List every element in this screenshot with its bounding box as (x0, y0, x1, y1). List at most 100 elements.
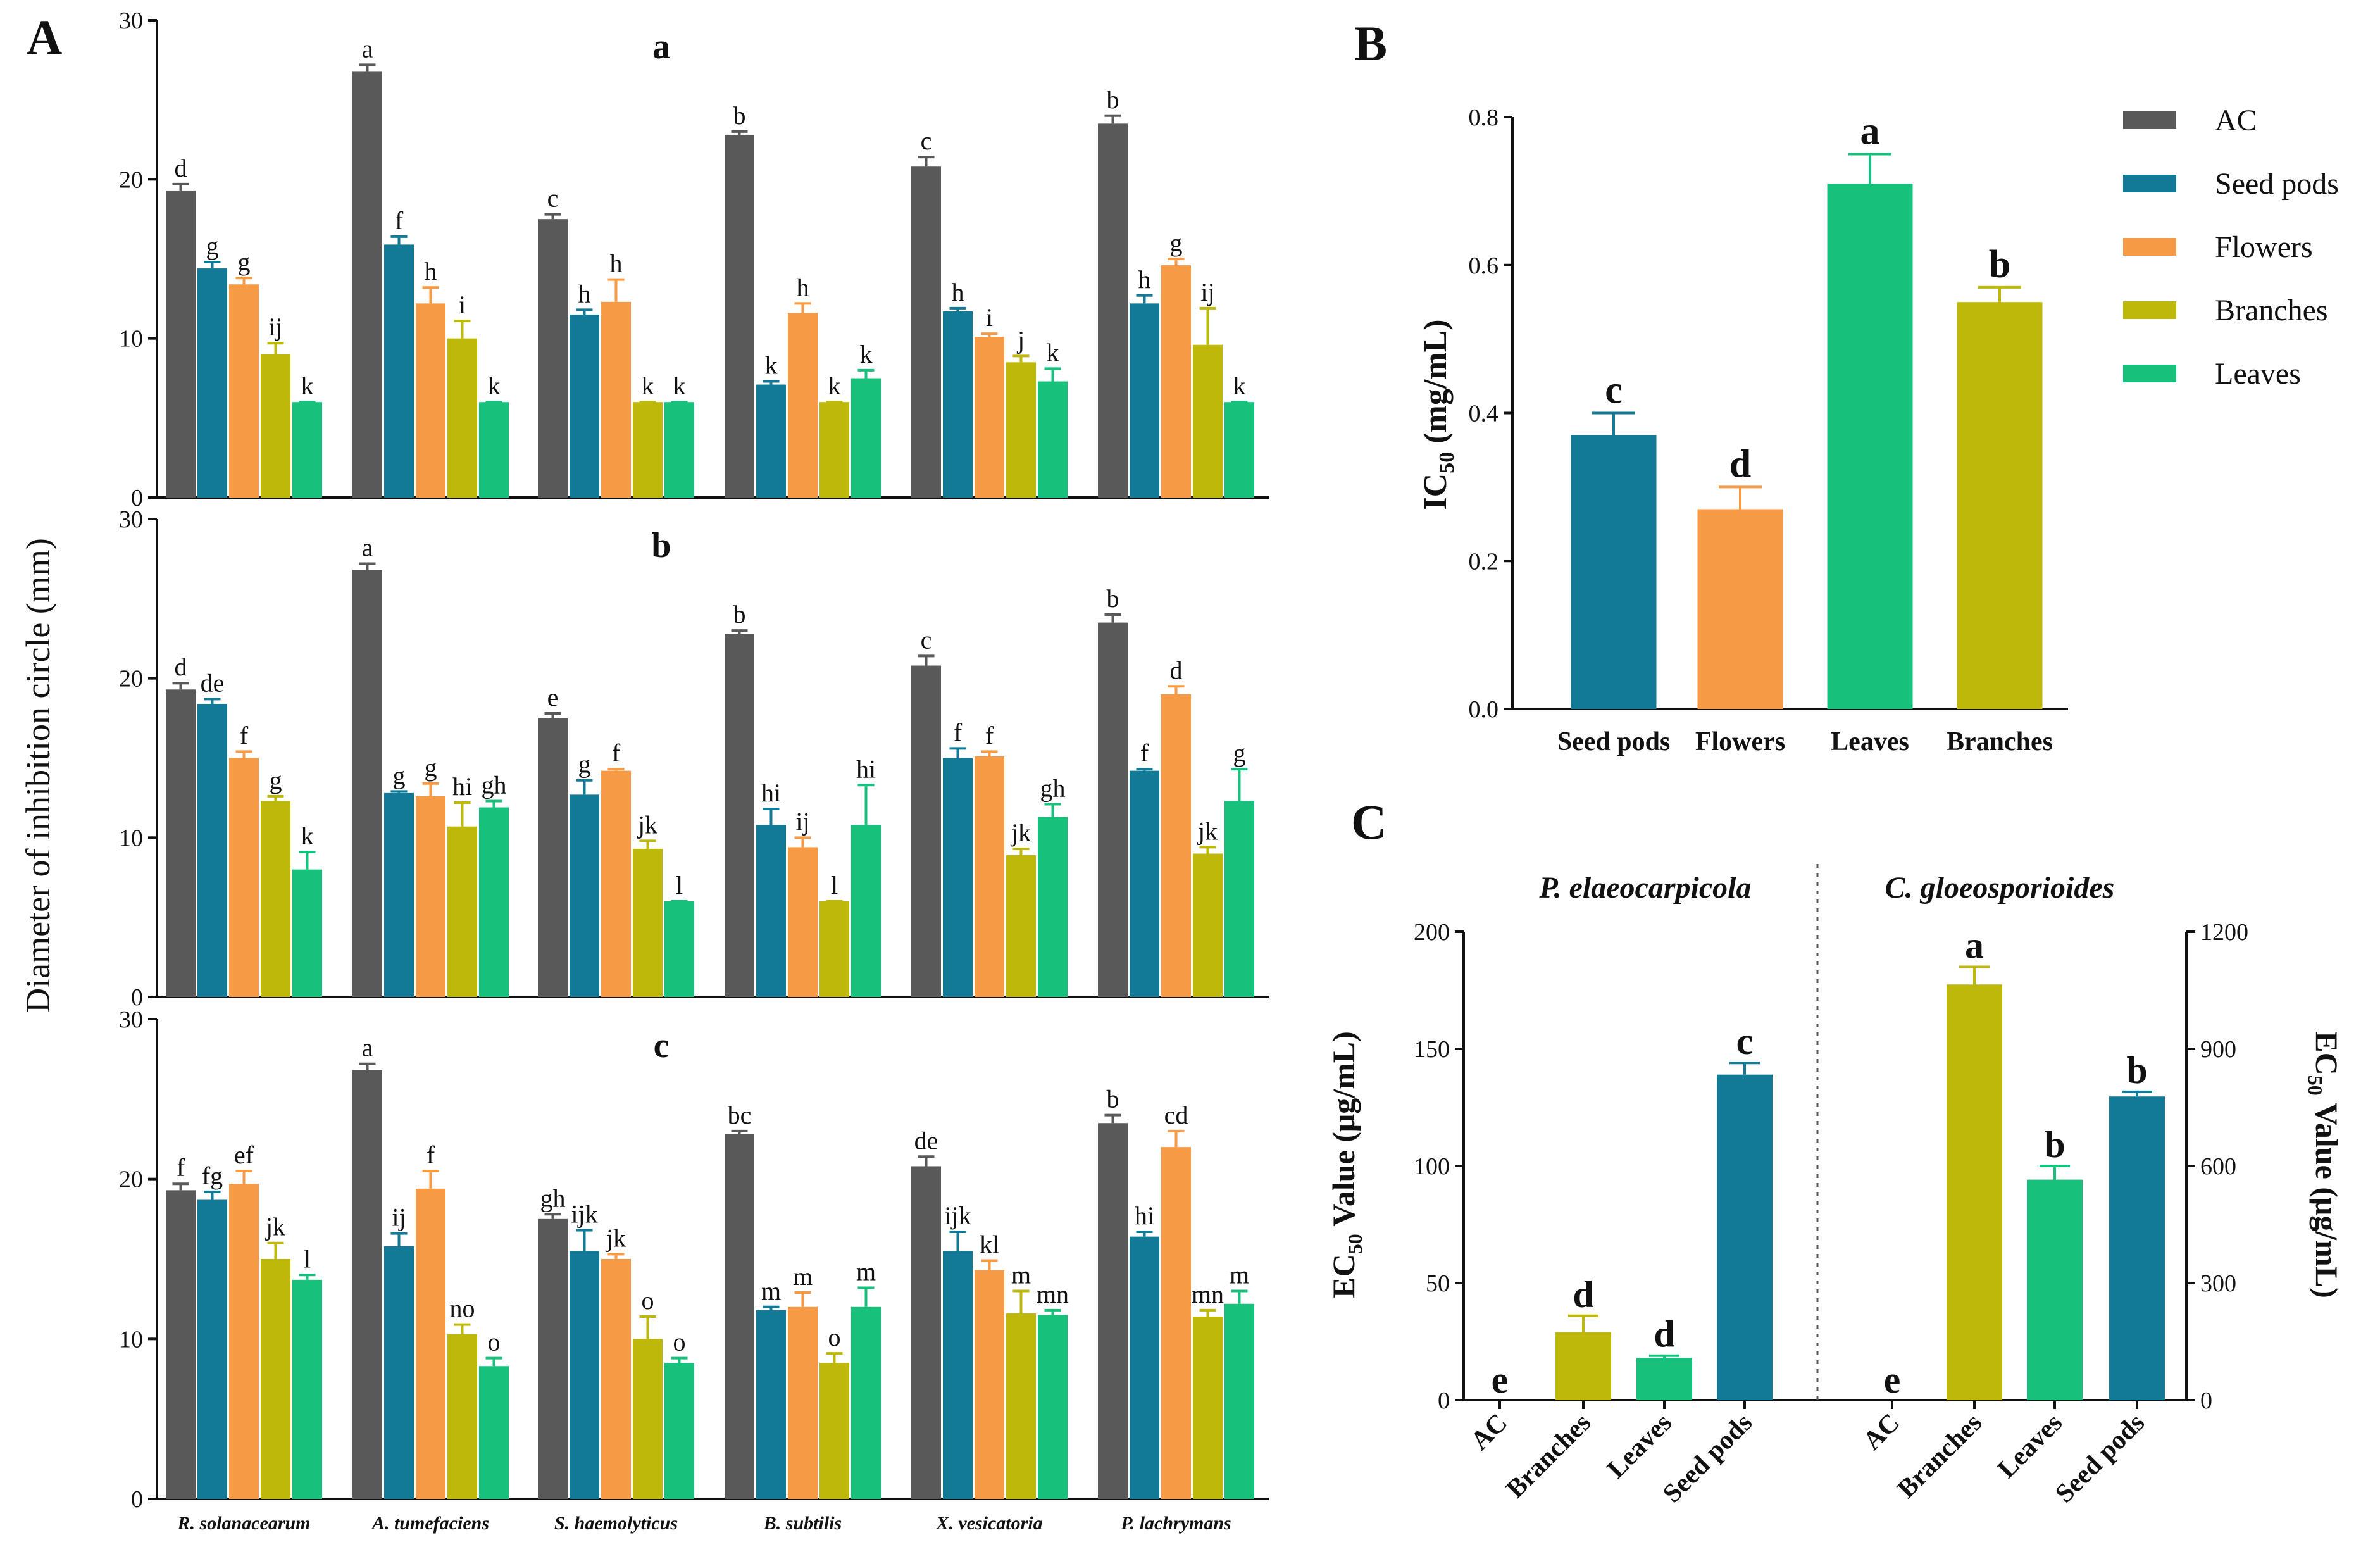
y-tick-label: 600 (2200, 1153, 2236, 1180)
bar-leaves (851, 378, 881, 498)
bar-branches (261, 801, 290, 997)
bar-flowers (1161, 265, 1191, 498)
panel-label-c: C (1351, 794, 1386, 849)
legend-label: Flowers (2215, 230, 2313, 264)
significance-letter: cd (1164, 1101, 1188, 1129)
bar-flowers (229, 284, 259, 498)
bar-flowers (601, 301, 631, 498)
significance-letter: k (488, 372, 501, 400)
significance-letter: b (733, 101, 746, 130)
category-label: Seed pods (2050, 1408, 2150, 1509)
bar-branches (1193, 1316, 1223, 1499)
bar-branches (1193, 853, 1223, 997)
significance-letter: f (612, 739, 621, 767)
ylabel-tail: Value (μg/mL) (1326, 1031, 1361, 1234)
category-label: Seed pods (1657, 1408, 1758, 1509)
y-tick-label: 0.6 (1469, 253, 1499, 279)
bar-flowers (788, 1306, 818, 1499)
bar-leaves (292, 402, 322, 498)
significance-letter: no (450, 1294, 475, 1323)
bar-ac (352, 1070, 382, 1499)
significance-letter: ij (392, 1203, 406, 1232)
significance-letter: i (986, 303, 993, 332)
bar-seed-pods (197, 703, 227, 997)
bar-seed-pods (384, 1246, 414, 1499)
y-tick-label: 100 (1414, 1153, 1450, 1180)
bar-seed-pods (197, 1199, 227, 1499)
bar-ac (538, 1218, 568, 1499)
bar-ac (725, 634, 754, 997)
bar-leaves (1038, 1315, 1068, 1499)
category-label: B. subtilis (763, 1513, 842, 1534)
bar-seed-pods (756, 825, 786, 997)
significance-letter: i (459, 291, 466, 319)
significance-letter: f (240, 721, 249, 749)
right-bar-leaves (2027, 1179, 2083, 1400)
significance-letter: ijk (944, 1201, 971, 1230)
bar-leaves (479, 1366, 509, 1499)
bar-leaves (479, 807, 509, 997)
bar-seed-pods (943, 311, 973, 498)
significance-letter: e (547, 683, 559, 711)
significance-letter: b (1107, 584, 1119, 613)
legend: AC Seed pods Flowers Branches Leaves (2123, 104, 2339, 391)
significance-letter: bc (728, 1101, 752, 1129)
legend-label: AC (2215, 104, 2257, 137)
significance-letter: a (362, 533, 373, 561)
significance-letter: fg (202, 1162, 223, 1190)
significance-letter: f (427, 1141, 435, 1169)
subplot-title: b (651, 526, 671, 565)
y-tick-label: 300 (2200, 1270, 2236, 1297)
significance-letter: ef (234, 1141, 254, 1169)
bar-branches (633, 402, 663, 498)
bar-flowers (1161, 1147, 1191, 1499)
bar-seed-pods (570, 314, 599, 498)
bar-ac (911, 1166, 941, 1499)
bar-ac (352, 570, 382, 997)
significance-letter: g (206, 232, 219, 260)
bar-ac (166, 1190, 196, 1499)
bar-flowers (416, 1188, 445, 1499)
bar-leaves (479, 402, 509, 498)
category-label: Leaves (1831, 727, 1909, 756)
ylabel-main: IC (1417, 473, 1454, 510)
bar-branches (819, 402, 849, 498)
y-tick-label: 30 (119, 506, 143, 533)
significance-letter: d (1573, 1274, 1593, 1315)
y-tick-label: 0 (2200, 1387, 2212, 1414)
significance-letter: g (238, 247, 251, 276)
significance-letter: d (175, 653, 187, 681)
bar-ac (1098, 123, 1128, 498)
left-bar-branches (1555, 1332, 1611, 1400)
category-label: Branches (1501, 1408, 1597, 1504)
category-label: Branches (1892, 1408, 1988, 1504)
bar-seed-pods (570, 1251, 599, 1499)
significance-letter: c (921, 625, 932, 654)
bar-ac (1098, 1123, 1128, 1499)
ylabel-main: EC (2309, 1031, 2345, 1075)
significance-letter: f (395, 206, 404, 235)
bar-flowers (788, 847, 818, 997)
y-tick-label: 20 (119, 166, 143, 193)
bar-branches (447, 1334, 477, 1499)
bar-branches (447, 826, 477, 997)
subplot-title: a (652, 27, 670, 66)
y-tick-label: 0 (1438, 1387, 1450, 1414)
bar-seed-pods (1130, 303, 1159, 498)
significance-letter: hi (856, 755, 876, 783)
legend-label: Leaves (2215, 357, 2301, 391)
significance-letter: f (177, 1153, 185, 1182)
significance-letter: k (642, 372, 654, 400)
significance-letter: g (425, 753, 437, 782)
legend-swatch-leaves (2123, 365, 2176, 382)
ylabel-sub: 50 (1343, 1234, 1366, 1254)
bar-ac (725, 134, 754, 498)
significance-letter: mn (1037, 1280, 1069, 1308)
significance-letter: c (1605, 369, 1623, 412)
bar-seed-pods (384, 244, 414, 498)
significance-letter: b (1107, 1085, 1119, 1113)
